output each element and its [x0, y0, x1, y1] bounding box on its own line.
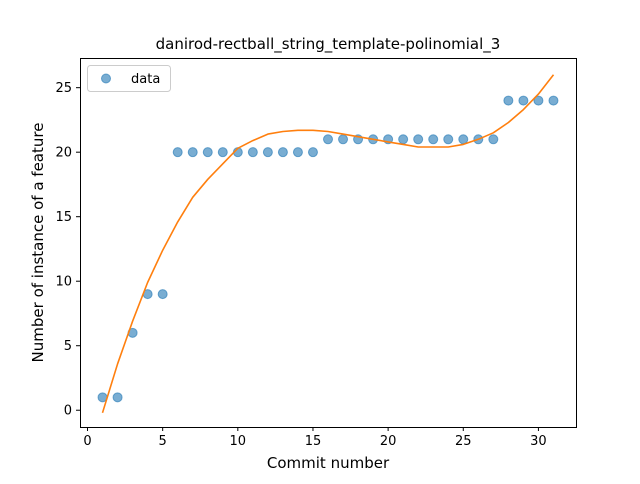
x-tick-label: 20: [380, 434, 397, 449]
data-point: [443, 134, 454, 145]
y-tick-label: 10: [55, 275, 72, 290]
data-point: [112, 392, 123, 403]
legend-label-data: data: [131, 72, 160, 87]
x-tick-label: 5: [159, 434, 167, 449]
data-point: [428, 134, 439, 145]
legend-box: [87, 65, 171, 92]
fit-line: [101, 74, 555, 414]
data-point: [488, 134, 499, 145]
data-point: [277, 147, 288, 158]
plot-area: [80, 58, 576, 427]
data-point: [458, 134, 469, 145]
data-point: [217, 147, 228, 158]
y-tick-label: 25: [55, 81, 72, 96]
x-tick-label: 30: [530, 434, 547, 449]
x-tick-label: 10: [230, 434, 247, 449]
data-point: [503, 95, 514, 106]
y-tick-label: 0: [64, 404, 72, 419]
y-axis-ticks: 0 5 10 15 20 25: [55, 81, 80, 419]
y-tick-label: 5: [64, 339, 72, 354]
x-tick-label: 0: [83, 434, 91, 449]
data-point: [187, 147, 198, 158]
x-tick-label: 15: [305, 434, 322, 449]
data-point: [307, 147, 318, 158]
data-layer: [97, 74, 559, 414]
data-point: [533, 95, 544, 106]
data-point: [157, 289, 168, 300]
y-tick-label: 20: [55, 146, 72, 161]
x-axis-label: Commit number: [267, 454, 390, 472]
data-point: [262, 147, 273, 158]
data-point: [413, 134, 424, 145]
x-axis-ticks: 0 5 10 15 20 25 30: [83, 427, 547, 449]
legend: data: [87, 65, 171, 92]
data-point: [202, 147, 213, 158]
data-point: [292, 147, 303, 158]
data-point: [518, 95, 529, 106]
data-point: [172, 147, 183, 158]
chart-title: danirod-rectball_string_template-polinom…: [156, 35, 501, 54]
x-tick-label: 25: [455, 434, 472, 449]
data-point: [323, 134, 333, 145]
data-point: [548, 95, 559, 106]
data-point: [247, 147, 258, 158]
data-point: [338, 134, 349, 145]
y-tick-label: 15: [55, 210, 72, 225]
plot-frame: [80, 58, 577, 428]
data-point: [398, 134, 409, 145]
y-axis-label: Number of instance of a feature: [29, 123, 47, 363]
legend-marker-data: [101, 73, 111, 84]
